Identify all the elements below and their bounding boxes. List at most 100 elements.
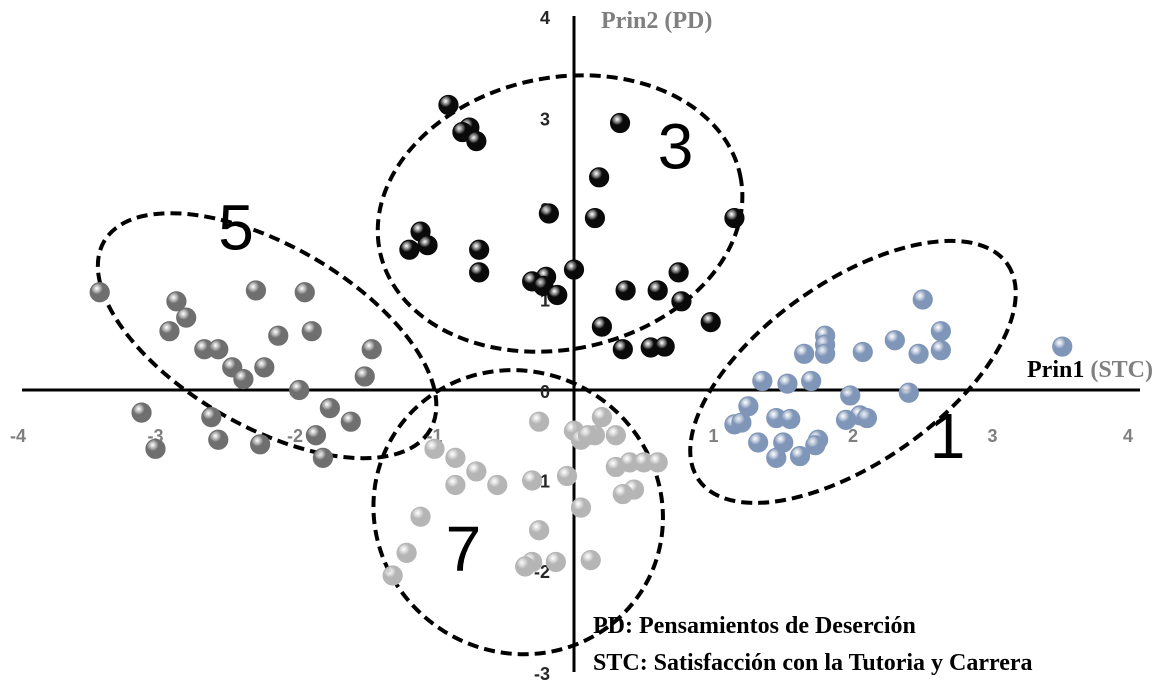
cluster-7-point [605, 425, 626, 446]
cluster-1-point [748, 432, 769, 453]
cluster-1-point [840, 385, 861, 406]
cluster-7-point [570, 497, 592, 518]
legend-line-pd: PD: Pensamientos de Deserción [593, 613, 916, 639]
cluster-1-point [912, 289, 933, 310]
x-tick-label: 3 [987, 426, 997, 446]
cluster-5-point [145, 438, 166, 459]
cluster-3-point [700, 312, 721, 333]
cluster-3-point [589, 167, 610, 188]
cluster-3-point [563, 259, 585, 280]
y-tick-label: 0 [540, 382, 550, 402]
cluster-5-point [312, 447, 333, 468]
cluster-1-point [780, 408, 801, 430]
cluster-5-point [305, 425, 327, 446]
cluster-7-point [487, 474, 508, 496]
cluster-7-point [529, 520, 550, 541]
cluster-5-point [208, 339, 229, 360]
cluster-3-point [724, 207, 745, 229]
cluster-7-point [591, 407, 613, 428]
cluster-1-point [789, 445, 811, 467]
cluster-3-point [609, 112, 631, 134]
cluster-7-point [522, 470, 543, 491]
cluster-7-point [529, 411, 550, 432]
cluster-3-point [417, 235, 438, 256]
x-tick-label: 2 [848, 426, 858, 446]
cluster-1-ellipse [688, 238, 1018, 505]
cluster-5-point [319, 398, 340, 419]
cluster-3-point [438, 94, 459, 116]
cluster-1-point [835, 409, 857, 430]
x-tick-label: 1 [708, 426, 718, 446]
cluster-1-point [794, 343, 815, 364]
cluster-3-point [647, 280, 668, 301]
cluster-7-point [410, 506, 431, 527]
cluster-5-point [89, 282, 110, 303]
cluster-5-point [131, 402, 152, 423]
data-points [89, 94, 1073, 586]
cluster-5-point [201, 407, 222, 428]
cluster-7-point [577, 425, 599, 446]
cluster-7-label: 7 [446, 513, 482, 585]
cluster-1-point [766, 447, 787, 468]
cluster-5-point [159, 321, 180, 342]
cluster-5-point [268, 325, 289, 346]
cluster-3-point [466, 131, 487, 152]
cluster-1-point [908, 343, 929, 364]
chart-labels: Prin2 (PD) Prin1 (STC) PD: Pensamientos … [218, 8, 1153, 676]
x-axis-label-paren: (STC) [1090, 357, 1153, 383]
x-tick-label: 4 [1123, 426, 1133, 446]
cluster-ellipses [95, 73, 1018, 657]
cluster-7-point [580, 550, 601, 571]
cluster-7-point [445, 447, 466, 468]
cluster-1-label: 1 [930, 400, 966, 472]
cluster-5-point [250, 434, 271, 455]
y-tick-label: -3 [534, 664, 550, 683]
cluster-5-point [294, 282, 315, 303]
cluster-1-point [814, 343, 836, 364]
cluster-7-point [445, 474, 466, 496]
cluster-1-point [1052, 336, 1073, 357]
cluster-3-point [671, 291, 692, 312]
cluster-5-label: 5 [218, 192, 254, 264]
cluster-7-point [515, 556, 536, 577]
cluster-5-point [301, 321, 322, 342]
cluster-1-point [752, 370, 773, 392]
cluster-3-point [668, 262, 689, 283]
cluster-7-point [396, 542, 417, 564]
cluster-1-point [884, 330, 905, 351]
x-tick-label: -2 [287, 426, 303, 446]
cluster-7-point [647, 452, 668, 473]
cluster-5-point [254, 357, 275, 378]
cluster-5-point [166, 291, 187, 312]
cluster-3-label: 3 [658, 110, 694, 182]
y-axis-label-main: Prin2 [601, 8, 658, 34]
y-axis-label: Prin2 (PD) [601, 8, 712, 34]
y-tick-label: 4 [540, 8, 550, 28]
y-tick-label: 1 [540, 291, 550, 311]
cluster-3-point [469, 262, 490, 283]
cluster-3-point [584, 207, 606, 229]
cluster-7-point [466, 461, 487, 482]
y-axis-label-paren: (PD) [664, 8, 712, 34]
cluster-3-point [469, 239, 490, 260]
cluster-7-point [382, 565, 403, 586]
cluster-3-point [538, 203, 559, 224]
cluster-5-point [245, 280, 267, 301]
cluster-5-point [176, 307, 197, 328]
cluster-3-point [612, 339, 633, 360]
x-tick-label: -4 [10, 426, 26, 446]
cluster-7-point [545, 551, 566, 573]
cluster-5-point [354, 366, 375, 387]
cluster-1-point [777, 373, 798, 394]
cluster-1-point [856, 407, 878, 429]
cluster-1-point [930, 321, 951, 342]
cluster-5-ellipse [95, 211, 439, 461]
cluster-7-point [556, 465, 578, 487]
cluster-5-point [361, 339, 382, 360]
cluster-1-point [852, 341, 873, 363]
cluster-1-point [805, 435, 826, 456]
x-axis-label-main: Prin1 [1027, 357, 1084, 383]
cluster-5-point [208, 429, 229, 450]
